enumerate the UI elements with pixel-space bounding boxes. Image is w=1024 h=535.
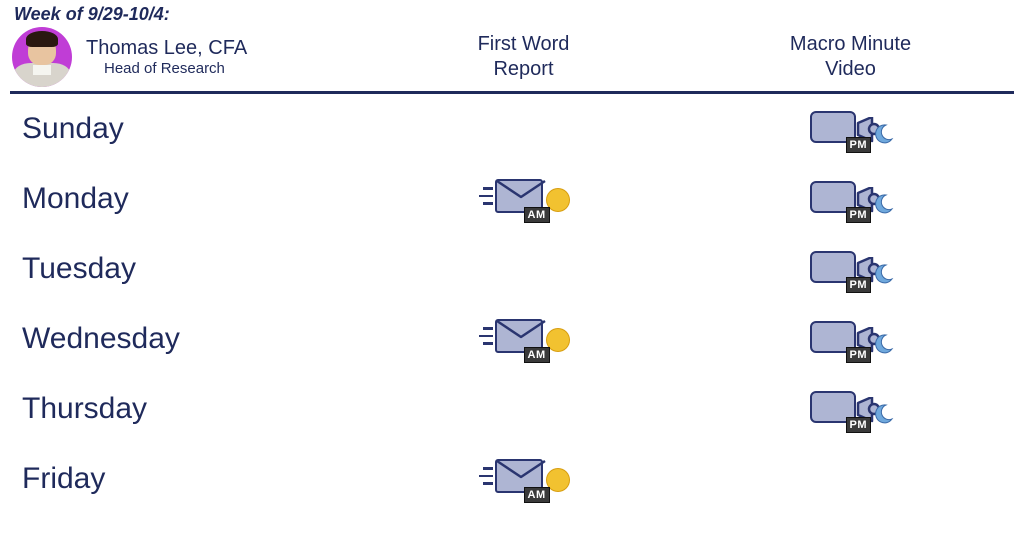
report-cell: AM	[360, 457, 687, 501]
am-badge: AM	[524, 487, 550, 503]
am-badge: AM	[524, 207, 550, 223]
author-title: Head of Research	[104, 60, 247, 77]
day-label: Tuesday	[10, 252, 360, 286]
day-label: Friday	[10, 462, 360, 496]
moon-icon	[872, 333, 894, 355]
video-cell: PM	[687, 247, 1014, 291]
column-header-video: Macro Minute Video	[687, 32, 1014, 82]
sun-icon	[547, 329, 569, 351]
column-header-report: First Word Report	[360, 32, 687, 82]
header-row: Thomas Lee, CFA Head of Research First W…	[10, 27, 1014, 91]
author-avatar	[12, 27, 72, 87]
day-row: Friday AM	[10, 444, 1014, 514]
email-am-icon: AM	[479, 457, 569, 501]
moon-icon	[872, 403, 894, 425]
pm-badge: PM	[846, 417, 872, 433]
camera-pm-icon: PM	[806, 387, 896, 431]
day-label: Sunday	[10, 112, 360, 146]
week-label: Week of 9/29-10/4:	[14, 4, 1014, 25]
pm-badge: PM	[846, 277, 872, 293]
report-cell: AM	[360, 177, 687, 221]
day-row: Thursday PM	[10, 374, 1014, 444]
moon-icon	[872, 263, 894, 285]
sun-icon	[547, 469, 569, 491]
pm-badge: PM	[846, 137, 872, 153]
author-block: Thomas Lee, CFA Head of Research	[10, 27, 360, 87]
camera-pm-icon: PM	[806, 247, 896, 291]
email-am-icon: AM	[479, 317, 569, 361]
pm-badge: PM	[846, 207, 872, 223]
video-cell: PM	[687, 177, 1014, 221]
day-row: Monday AM PM	[10, 164, 1014, 234]
camera-pm-icon: PM	[806, 177, 896, 221]
video-cell: PM	[687, 107, 1014, 151]
report-cell: AM	[360, 317, 687, 361]
moon-icon	[872, 123, 894, 145]
day-label: Wednesday	[10, 322, 360, 356]
day-row: Wednesday AM PM	[10, 304, 1014, 374]
moon-icon	[872, 193, 894, 215]
author-name: Thomas Lee, CFA	[86, 37, 247, 60]
camera-pm-icon: PM	[806, 107, 896, 151]
email-am-icon: AM	[479, 177, 569, 221]
day-row: Tuesday PM	[10, 234, 1014, 304]
video-cell: PM	[687, 387, 1014, 431]
am-badge: AM	[524, 347, 550, 363]
sun-icon	[547, 189, 569, 211]
pm-badge: PM	[846, 347, 872, 363]
day-label: Monday	[10, 182, 360, 216]
camera-pm-icon: PM	[806, 317, 896, 361]
video-cell: PM	[687, 317, 1014, 361]
day-label: Thursday	[10, 392, 360, 426]
day-row: Sunday PM	[10, 94, 1014, 164]
